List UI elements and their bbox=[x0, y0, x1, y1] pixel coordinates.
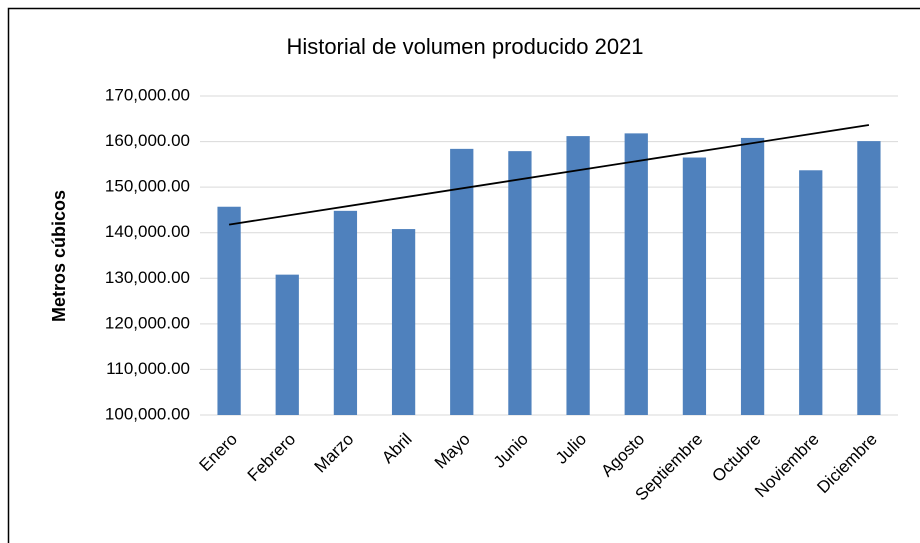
y-tick-label: 100,000.00 bbox=[105, 404, 190, 423]
y-tick-label: 150,000.00 bbox=[105, 177, 190, 196]
bar bbox=[624, 133, 648, 415]
y-tick-label: 140,000.00 bbox=[105, 222, 190, 241]
y-tick-label: 120,000.00 bbox=[105, 313, 190, 332]
bar bbox=[391, 229, 416, 415]
trendline bbox=[228, 124, 870, 226]
y-tick-label: 170,000.00 bbox=[105, 85, 190, 104]
bar bbox=[740, 137, 765, 415]
bar bbox=[333, 210, 358, 415]
bar bbox=[275, 274, 299, 415]
bar bbox=[566, 136, 590, 416]
y-tick-label: 130,000.00 bbox=[105, 268, 190, 287]
bar bbox=[857, 141, 881, 415]
y-tick-label: 160,000.00 bbox=[105, 131, 190, 150]
y-axis-label: Metros cúbicos bbox=[49, 190, 69, 322]
y-tick-label: 110,000.00 bbox=[106, 359, 190, 378]
chart-title: Historial de volumen producido 2021 bbox=[286, 34, 643, 59]
bar bbox=[682, 157, 707, 415]
bar bbox=[799, 170, 823, 415]
bar bbox=[217, 206, 241, 415]
bar bbox=[450, 148, 474, 415]
bar bbox=[508, 151, 532, 416]
